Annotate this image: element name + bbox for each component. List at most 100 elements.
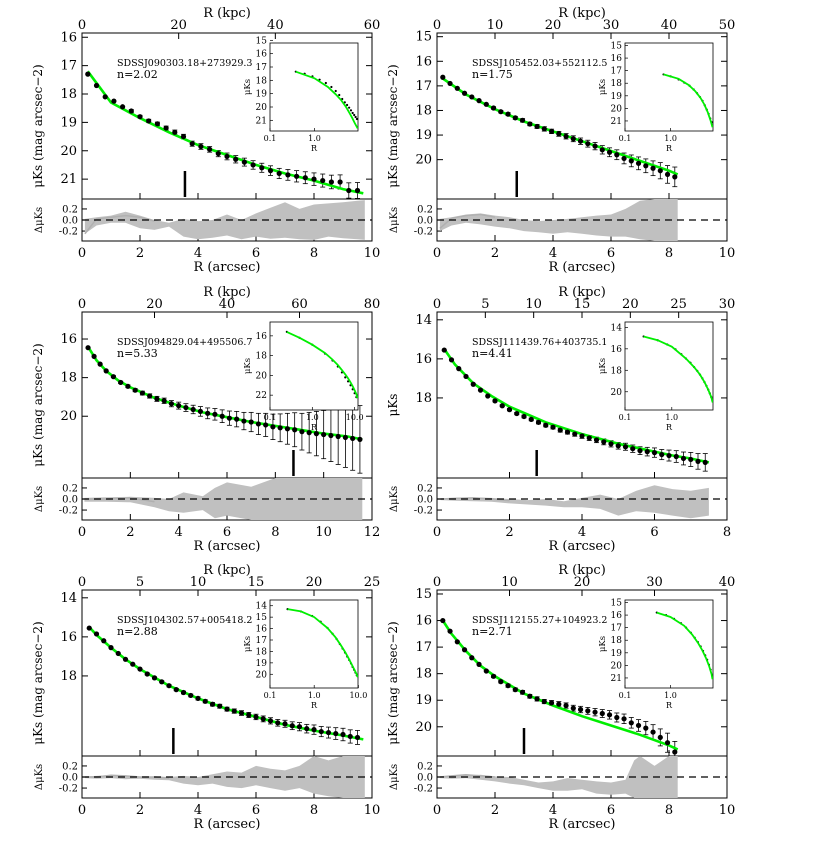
y-tick-label: 18 [415, 103, 432, 118]
profile-point [586, 435, 592, 441]
x-tick-label: 4 [578, 525, 586, 540]
x2-tick-label: 15 [574, 297, 591, 312]
x-tick-label: 10 [315, 525, 332, 540]
galaxy-name: SDSSJ090303.18+273929.3 [117, 58, 252, 69]
profile-point [215, 150, 221, 157]
profile-point [101, 638, 107, 644]
profile-point [111, 98, 117, 104]
y-tick-label: 17 [415, 79, 432, 94]
inset-content [662, 73, 713, 128]
profile-point [154, 121, 160, 127]
y-tick-label: 17 [60, 59, 77, 74]
inset-point [334, 89, 337, 93]
x-axis-label: R (arcsec) [194, 260, 261, 275]
profile-point [176, 403, 182, 409]
profile-point [97, 361, 103, 367]
profile-point [550, 424, 556, 430]
x-tick-label: 6 [223, 525, 231, 540]
profile-point [125, 383, 131, 389]
profile-point [275, 720, 281, 726]
profile-point [628, 720, 634, 726]
inset-y-tick-label: 14 [256, 602, 268, 612]
y-axis-label: μKs (mag arcsec−2) [31, 64, 45, 187]
profile-point [212, 411, 218, 417]
profile-point [585, 708, 591, 714]
residual-area [439, 756, 678, 798]
resid-y-tick-label: -0.2 [59, 784, 78, 795]
inset-content [285, 330, 358, 399]
y-tick-label: 18 [415, 391, 432, 406]
resid-y-axis-label: ΔμKs [34, 207, 45, 233]
y-tick-label: 20 [60, 409, 77, 424]
profile-point [664, 171, 671, 178]
panel-5: 0 2 4 6 8 10 R (arcsec) 0 5 10 15 20 25 R (kpc) 14 16 18… [31, 563, 380, 832]
inset-y-tick-label: 20 [256, 670, 268, 680]
inset-y-tick-label: 20 [611, 388, 623, 398]
profile-point [483, 101, 489, 107]
profile-point [621, 716, 627, 722]
x-tick-label: 6 [607, 246, 615, 261]
profile-point [205, 410, 211, 416]
profile-point [120, 104, 126, 110]
profile-area [86, 625, 364, 745]
x2-tick-label: 30 [646, 575, 663, 590]
x-axis-label: R (arcsec) [194, 817, 261, 832]
x-tick-label: 0 [78, 803, 86, 818]
inset-y-tick-label: 17 [611, 67, 623, 77]
profile-point [357, 436, 363, 442]
profile-point [593, 437, 600, 443]
profile-point [476, 661, 482, 667]
profile-point [198, 143, 204, 150]
profile-point [657, 168, 663, 174]
profile-point [448, 357, 455, 363]
profile-point [702, 459, 708, 465]
y-tick-label: 14 [60, 591, 77, 606]
profile-point [132, 387, 138, 393]
x-tick-label: 6 [252, 246, 260, 261]
profile-point [695, 458, 701, 464]
profile-point [284, 426, 291, 432]
profile-point [592, 143, 598, 149]
resid-y-axis-label: ΔμKs [389, 764, 400, 790]
profile-point [250, 162, 256, 168]
x2-tick-label: 20 [622, 297, 639, 312]
resid-y-axis-label: ΔμKs [389, 486, 400, 512]
inset-x-tick-label: 0.1 [619, 413, 632, 422]
profile-point [519, 117, 526, 123]
profile-point [354, 734, 361, 741]
profile-point [490, 105, 497, 111]
profile-point [217, 703, 223, 709]
profile-point [556, 701, 562, 707]
residual-band [84, 756, 365, 798]
y-tick-label: 14 [415, 313, 432, 328]
profile-point [190, 406, 196, 413]
profile-point [570, 136, 576, 142]
profile-point [189, 141, 195, 147]
profile-point [241, 159, 247, 165]
profile-point [118, 379, 124, 386]
profile-point [490, 673, 497, 679]
x2-tick-label: 40 [267, 18, 284, 33]
x-tick-label: 4 [194, 246, 202, 261]
profile-point [188, 692, 194, 699]
x-tick-label: 12 [364, 525, 381, 540]
profile-point [477, 387, 484, 393]
profile-point [137, 114, 143, 120]
panel-3: 0 2 4 6 8 10 12 R (arcsec) 0 20 40 60 80 R (kpc) 16 18 2… [31, 285, 380, 554]
x2-tick-label: 40 [719, 575, 736, 590]
inset-x-tick-label: 10.0 [346, 413, 364, 422]
inset-y-axis-label: μKs [598, 358, 608, 374]
residual-line [439, 213, 496, 229]
x-axis-label: R (arcsec) [549, 260, 616, 275]
inset-y-tick-label: 15 [256, 613, 268, 623]
resid-y-tick-label: -0.2 [59, 227, 78, 238]
inset-frame [269, 599, 359, 689]
profile-point [541, 698, 547, 705]
profile-point [512, 687, 518, 693]
profile-point [563, 133, 569, 139]
inset-y-tick-label: 21 [611, 674, 622, 684]
x2-tick-label: 20 [574, 575, 591, 590]
inset-y-tick-label: 15 [611, 42, 623, 52]
